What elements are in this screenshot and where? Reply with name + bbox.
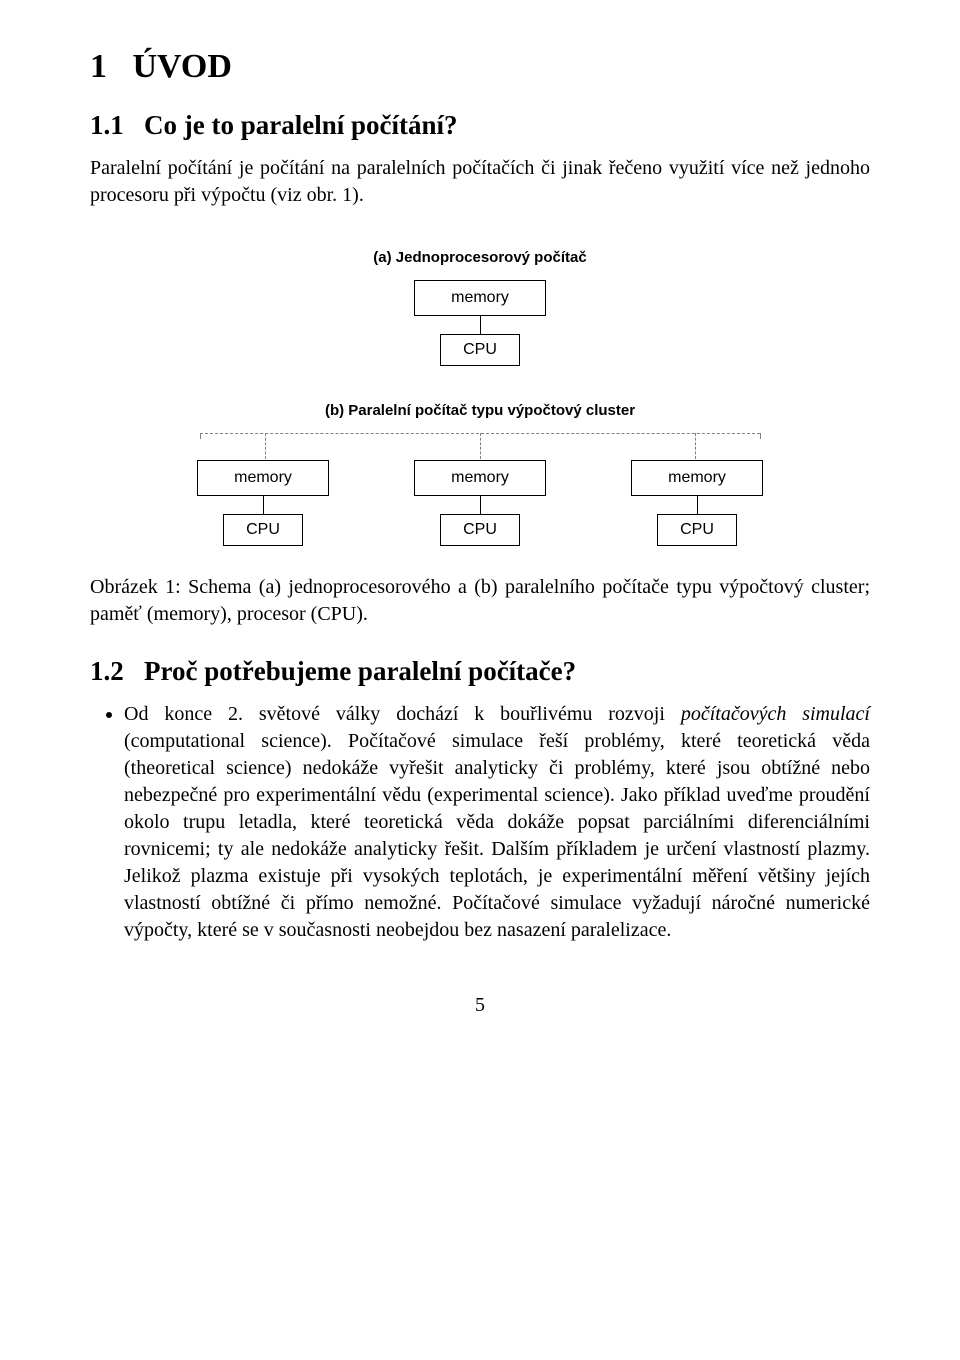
cpu-box: CPU bbox=[657, 514, 737, 546]
cluster-bus bbox=[200, 433, 760, 460]
section-heading: 1 ÚVOD bbox=[90, 48, 870, 86]
list-item: Od konce 2. světové války dochází k bouř… bbox=[124, 701, 870, 944]
memory-box: memory bbox=[197, 460, 329, 496]
cpu-box: CPU bbox=[223, 514, 303, 546]
memory-box: memory bbox=[631, 460, 763, 496]
memory-box: memory bbox=[414, 280, 546, 316]
figure-caption: Obrázek 1: Schema (a) jednoprocesorového… bbox=[90, 574, 870, 628]
memory-box: memory bbox=[414, 460, 546, 496]
section-title: ÚVOD bbox=[133, 48, 232, 85]
subsection-title: Proč potřebujeme paralelní počítače? bbox=[144, 656, 576, 686]
subsection-title: Co je to paralelní počítání? bbox=[144, 110, 457, 140]
cluster-node: memory CPU bbox=[197, 460, 329, 546]
connector-line bbox=[480, 316, 481, 334]
page-number: 5 bbox=[90, 994, 870, 1017]
connector-line bbox=[697, 496, 698, 514]
cluster-node: memory CPU bbox=[631, 460, 763, 546]
section-number: 1 bbox=[90, 48, 107, 85]
paragraph-intro: Paralelní počítání je počítání na parale… bbox=[90, 155, 870, 209]
figure-label-b: (b) Paralelní počítač typu výpočtový clu… bbox=[90, 402, 870, 419]
figure-label-a: (a) Jednoprocesorový počítač bbox=[90, 249, 870, 266]
cpu-box: CPU bbox=[440, 334, 520, 366]
cpu-box: CPU bbox=[440, 514, 520, 546]
subsection-1-2-heading: 1.2 Proč potřebujeme paralelní počítače? bbox=[90, 656, 870, 687]
bullet-text-post: (computational science). Počítačové simu… bbox=[124, 730, 870, 941]
connector-line bbox=[263, 496, 264, 514]
single-processor-diagram: memory CPU bbox=[90, 280, 870, 366]
connector-line bbox=[480, 496, 481, 514]
subsection-number: 1.1 bbox=[90, 110, 124, 140]
bullet-list: Od konce 2. světové války dochází k bouř… bbox=[90, 701, 870, 944]
bullet-text-em: počítačových simulací bbox=[681, 703, 870, 725]
subsection-1-1-heading: 1.1 Co je to paralelní počítání? bbox=[90, 110, 870, 141]
cluster-node: memory CPU bbox=[414, 460, 546, 546]
bullet-text-pre: Od konce 2. světové války dochází k bouř… bbox=[124, 703, 681, 725]
cluster-nodes-row: memory CPU memory CPU memory CPU bbox=[197, 460, 763, 546]
cluster-diagram: memory CPU memory CPU memory CPU bbox=[90, 433, 870, 546]
subsection-number: 1.2 bbox=[90, 656, 124, 686]
figure-1: (a) Jednoprocesorový počítač memory CPU … bbox=[90, 249, 870, 628]
